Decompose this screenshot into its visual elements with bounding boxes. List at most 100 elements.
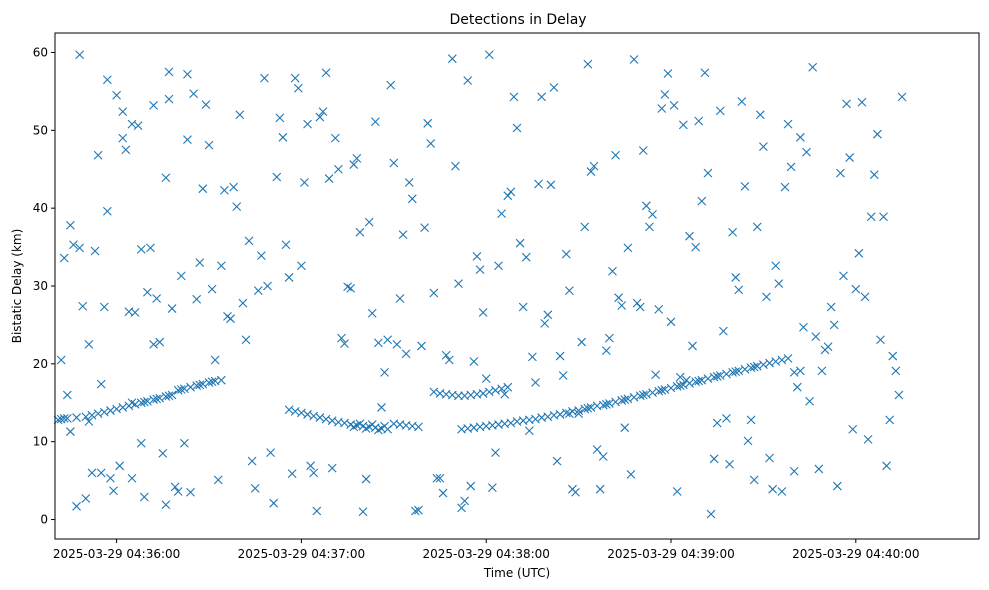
data-point <box>355 419 365 429</box>
data-point <box>808 62 818 72</box>
data-point <box>638 146 648 155</box>
data-point <box>774 279 784 289</box>
data-point <box>457 503 466 513</box>
data-point <box>641 201 651 211</box>
data-point <box>469 357 479 366</box>
data-point <box>500 389 510 399</box>
data-point <box>854 248 864 258</box>
data-point <box>648 209 657 219</box>
data-point <box>839 271 848 281</box>
data-point <box>355 227 365 237</box>
data-point <box>118 133 128 143</box>
data-point <box>364 217 374 227</box>
data-point <box>84 339 94 349</box>
data-point <box>731 367 741 377</box>
data-point <box>220 185 229 195</box>
data-point <box>309 468 319 478</box>
data-point <box>571 487 580 497</box>
data-point <box>783 354 793 363</box>
data-point <box>343 282 352 292</box>
data-point <box>746 415 756 425</box>
data-point <box>306 461 316 471</box>
data-point <box>524 426 534 436</box>
data-point <box>460 496 470 506</box>
data-point <box>842 99 851 109</box>
data-point <box>731 273 741 282</box>
data-point <box>651 370 660 380</box>
data-point <box>515 238 525 248</box>
data-point <box>383 335 393 345</box>
data-point <box>521 252 531 262</box>
data-point <box>771 357 781 366</box>
data-point <box>241 335 251 345</box>
data-point <box>700 68 710 78</box>
data-point <box>59 413 69 423</box>
data-point <box>657 385 667 395</box>
data-point <box>235 110 245 120</box>
data-point <box>78 301 88 311</box>
data-point <box>161 500 171 510</box>
y-tick-label: 30 <box>33 279 48 293</box>
data-point <box>318 107 328 117</box>
data-point <box>611 397 620 407</box>
data-point <box>284 405 294 415</box>
data-point <box>213 475 223 485</box>
data-point <box>472 252 482 261</box>
x-axis-label: Time (UTC) <box>483 566 550 580</box>
data-point <box>232 202 242 211</box>
data-point <box>349 160 359 169</box>
data-point <box>765 358 774 368</box>
data-point <box>189 89 198 99</box>
data-point <box>780 182 790 192</box>
data-point <box>620 423 630 433</box>
y-tick-label: 40 <box>33 201 48 215</box>
data-point <box>626 469 636 479</box>
data-point <box>823 342 833 352</box>
data-point <box>106 406 115 415</box>
data-point <box>93 409 103 419</box>
data-point <box>324 174 334 183</box>
y-tick-label: 10 <box>33 435 48 449</box>
data-point <box>333 164 343 174</box>
data-point <box>497 209 506 218</box>
data-point <box>269 498 279 508</box>
data-point <box>583 59 593 69</box>
data-point <box>503 191 513 201</box>
data-point <box>186 382 195 392</box>
data-point <box>866 212 876 222</box>
data-point <box>389 158 399 168</box>
data-point <box>179 438 189 448</box>
data-point <box>210 355 220 365</box>
data-point <box>69 240 78 250</box>
data-point <box>84 417 94 426</box>
data-point <box>374 338 383 348</box>
x-tick-label: 2025-03-29 04:40:00 <box>792 547 919 561</box>
data-point <box>546 180 556 190</box>
data-point <box>90 246 100 256</box>
data-point <box>876 335 885 345</box>
data-point <box>136 245 146 254</box>
data-point <box>216 261 226 271</box>
data-point <box>146 243 155 253</box>
data-point <box>429 387 439 397</box>
data-point <box>792 382 802 392</box>
data-point <box>703 374 713 384</box>
data-point <box>158 448 168 458</box>
data-point <box>654 304 664 314</box>
data-point <box>805 396 814 406</box>
data-point <box>198 184 208 194</box>
data-point <box>845 153 855 162</box>
data-point <box>297 261 306 271</box>
data-point <box>752 222 762 232</box>
data-point <box>755 110 765 120</box>
data-point <box>552 456 562 466</box>
data-point <box>287 469 297 478</box>
data-point <box>398 230 408 240</box>
data-point <box>463 76 473 85</box>
data-point <box>370 117 380 127</box>
data-point <box>722 413 731 423</box>
x-tick-label: 2025-03-29 04:38:00 <box>422 547 549 561</box>
data-point <box>130 308 140 317</box>
data-point <box>447 54 457 64</box>
data-point <box>598 452 608 461</box>
